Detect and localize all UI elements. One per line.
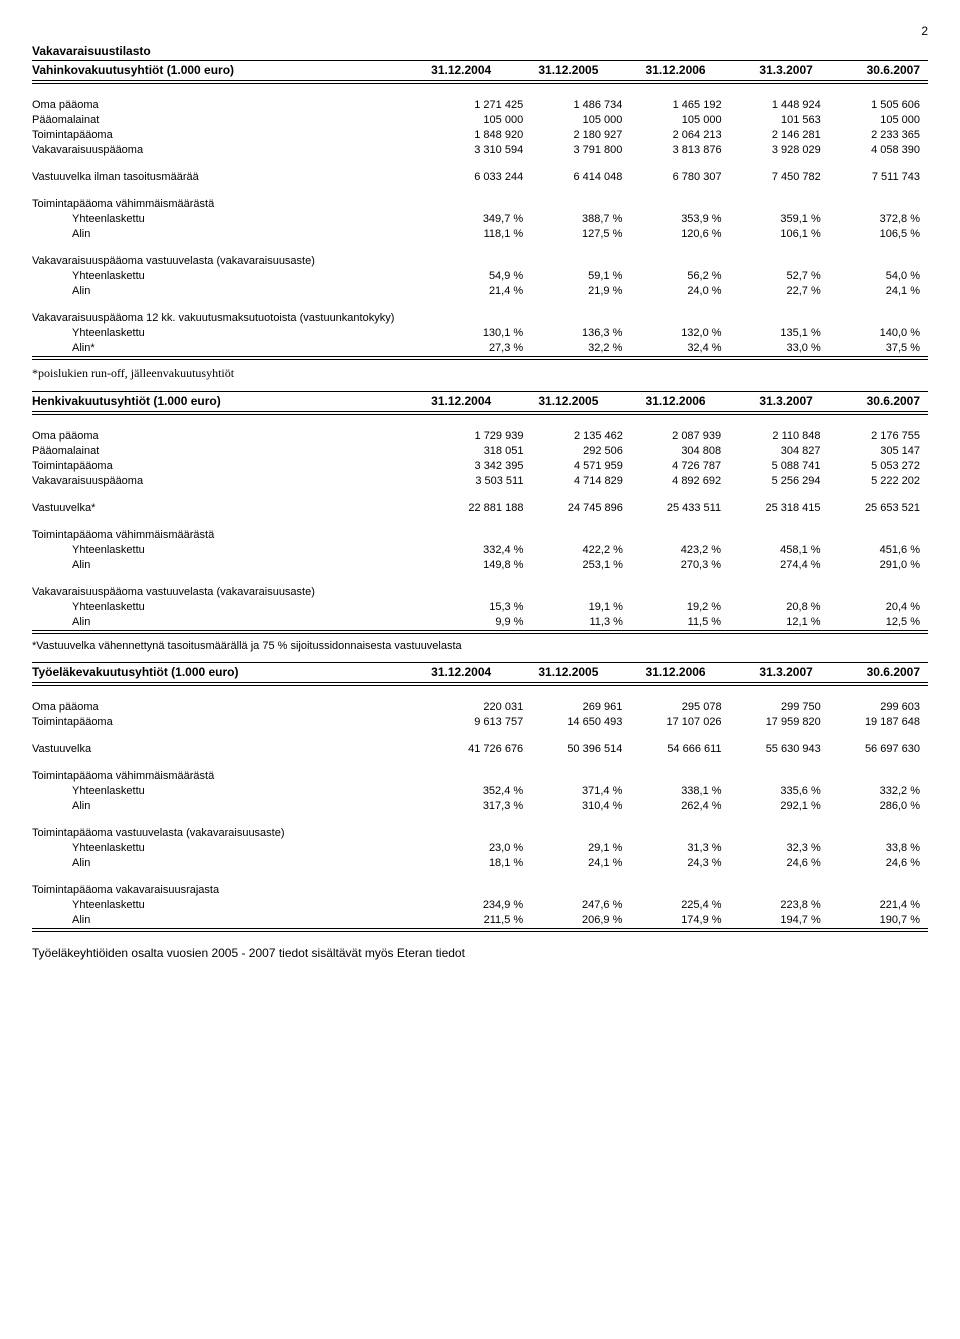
section1-header: Vahinkovakuutusyhtiöt (1.000 euro) 31.12…: [32, 61, 928, 79]
table-row: Yhteenlaskettu332,4 %422,2 %423,2 %458,1…: [32, 542, 928, 557]
col-1: 31.12.2005: [499, 394, 606, 408]
row-label: Pääomalainat: [32, 112, 432, 127]
table-row: Vakavaraisuuspääoma3 503 5114 714 8294 8…: [32, 473, 928, 488]
table-row: Alin118,1 %127,5 %120,6 %106,1 %106,5 %: [32, 226, 928, 241]
section2-header: Henkivakuutusyhtiöt (1.000 euro) 31.12.2…: [32, 392, 928, 410]
table-row: Yhteenlaskettu349,7 %388,7 %353,9 %359,1…: [32, 211, 928, 226]
table-row: Alin21,4 %21,9 %24,0 %22,7 %24,1 %: [32, 283, 928, 298]
table-row: Alin18,1 %24,1 %24,3 %24,6 %24,6 %: [32, 855, 928, 870]
col-2: 31.12.2006: [606, 394, 713, 408]
section1-table: Oma pääoma1 271 4251 486 7341 465 1921 4…: [32, 85, 928, 355]
group-title: Toimintapääoma vakavaraisuusrajasta: [32, 882, 928, 897]
table-row: Alin211,5 %206,9 %174,9 %194,7 %190,7 %: [32, 912, 928, 927]
col-1: 31.12.2005: [499, 665, 606, 679]
row-label: Toimintapääoma: [32, 127, 432, 142]
col-1: 31.12.2005: [499, 63, 606, 77]
col-4: 30.6.2007: [821, 394, 928, 408]
section2-footnote: *Vastuuvelka vähennettynä tasoitusmääräl…: [32, 640, 928, 652]
table-row: Alin149,8 %253,1 %270,3 %274,4 %291,0 %: [32, 557, 928, 572]
section3-header: Työeläkevakuutusyhtiöt (1.000 euro) 31.1…: [32, 663, 928, 681]
section2-table: Oma pääoma1 729 9392 135 4622 087 9392 1…: [32, 416, 928, 629]
table-row: Yhteenlaskettu54,9 %59,1 %56,2 %52,7 %54…: [32, 268, 928, 283]
table-row: Oma pääoma1 271 4251 486 7341 465 1921 4…: [32, 97, 928, 112]
row-label: Vastuuvelka ilman tasoitusmäärää: [32, 169, 432, 184]
group-title: Toimintapääoma vähimmäismäärästä: [32, 768, 928, 783]
group-title: Toimintapääoma vähimmäismäärästä: [32, 527, 928, 542]
section1-header-label: Vahinkovakuutusyhtiöt (1.000 euro): [32, 63, 392, 77]
col-3: 31.3.2007: [714, 394, 821, 408]
col-2: 31.12.2006: [606, 63, 713, 77]
row-label: Oma pääoma: [32, 97, 432, 112]
col-0: 31.12.2004: [392, 394, 499, 408]
table-row: Vastuuvelka ilman tasoitusmäärää6 033 24…: [32, 169, 928, 184]
table-row: Toimintapääoma1 848 9202 180 9272 064 21…: [32, 127, 928, 142]
page-number: 2: [32, 24, 928, 38]
section3-table: Oma pääoma220 031269 961295 078299 75029…: [32, 687, 928, 927]
group-title: Vakavaraisuuspääoma vastuuvelasta (vakav…: [32, 253, 928, 268]
table-row: Yhteenlaskettu15,3 %19,1 %19,2 %20,8 %20…: [32, 599, 928, 614]
group-title: Vakavaraisuuspääoma 12 kk. vakuutusmaksu…: [32, 310, 928, 325]
table-row: Alin*27,3 %32,2 %32,4 %33,0 %37,5 %: [32, 340, 928, 355]
table-row: Oma pääoma220 031269 961295 078299 75029…: [32, 699, 928, 714]
table-row: Vastuuvelka41 726 67650 396 51454 666 61…: [32, 741, 928, 756]
table-row: Alin9,9 %11,3 %11,5 %12,1 %12,5 %: [32, 614, 928, 629]
table-row: Oma pääoma1 729 9392 135 4622 087 9392 1…: [32, 428, 928, 443]
table-row: Vastuuvelka*22 881 18824 745 89625 433 5…: [32, 500, 928, 515]
col-4: 30.6.2007: [821, 665, 928, 679]
row-label: Vakavaraisuuspääoma: [32, 142, 432, 157]
bottom-note: Työeläkeyhtiöiden osalta vuosien 2005 - …: [32, 946, 928, 960]
group-title: Toimintapääoma vastuuvelasta (vakavarais…: [32, 825, 928, 840]
section3-header-label: Työeläkevakuutusyhtiöt (1.000 euro): [32, 665, 392, 679]
col-2: 31.12.2006: [606, 665, 713, 679]
table-row: Yhteenlaskettu130,1 %136,3 %132,0 %135,1…: [32, 325, 928, 340]
table-row: Toimintapääoma3 342 3954 571 9594 726 78…: [32, 458, 928, 473]
col-4: 30.6.2007: [821, 63, 928, 77]
section2-header-label: Henkivakuutusyhtiöt (1.000 euro): [32, 394, 392, 408]
table-row: Yhteenlaskettu23,0 %29,1 %31,3 %32,3 %33…: [32, 840, 928, 855]
table-row: Yhteenlaskettu352,4 %371,4 %338,1 %335,6…: [32, 783, 928, 798]
table-row: Pääomalainat318 051292 506304 808304 827…: [32, 443, 928, 458]
group-title: Vakavaraisuuspääoma vastuuvelasta (vakav…: [32, 584, 928, 599]
col-3: 31.3.2007: [714, 63, 821, 77]
table-row: Alin317,3 %310,4 %262,4 %292,1 %286,0 %: [32, 798, 928, 813]
col-0: 31.12.2004: [392, 665, 499, 679]
table-row: Vakavaraisuuspääoma3 310 5943 791 8003 8…: [32, 142, 928, 157]
table-row: Toimintapääoma9 613 75714 650 49317 107 …: [32, 714, 928, 729]
table-row: Pääomalainat105 000105 000105 000101 563…: [32, 112, 928, 127]
section1-footnote: *poislukien run-off, jälleenvakuutusyhti…: [32, 366, 928, 381]
col-0: 31.12.2004: [392, 63, 499, 77]
col-3: 31.3.2007: [714, 665, 821, 679]
table-row: Yhteenlaskettu234,9 %247,6 %225,4 %223,8…: [32, 897, 928, 912]
group-title: Toimintapääoma vähimmäismäärästä: [32, 196, 928, 211]
section1-title: Vakavaraisuustilasto: [32, 44, 928, 58]
